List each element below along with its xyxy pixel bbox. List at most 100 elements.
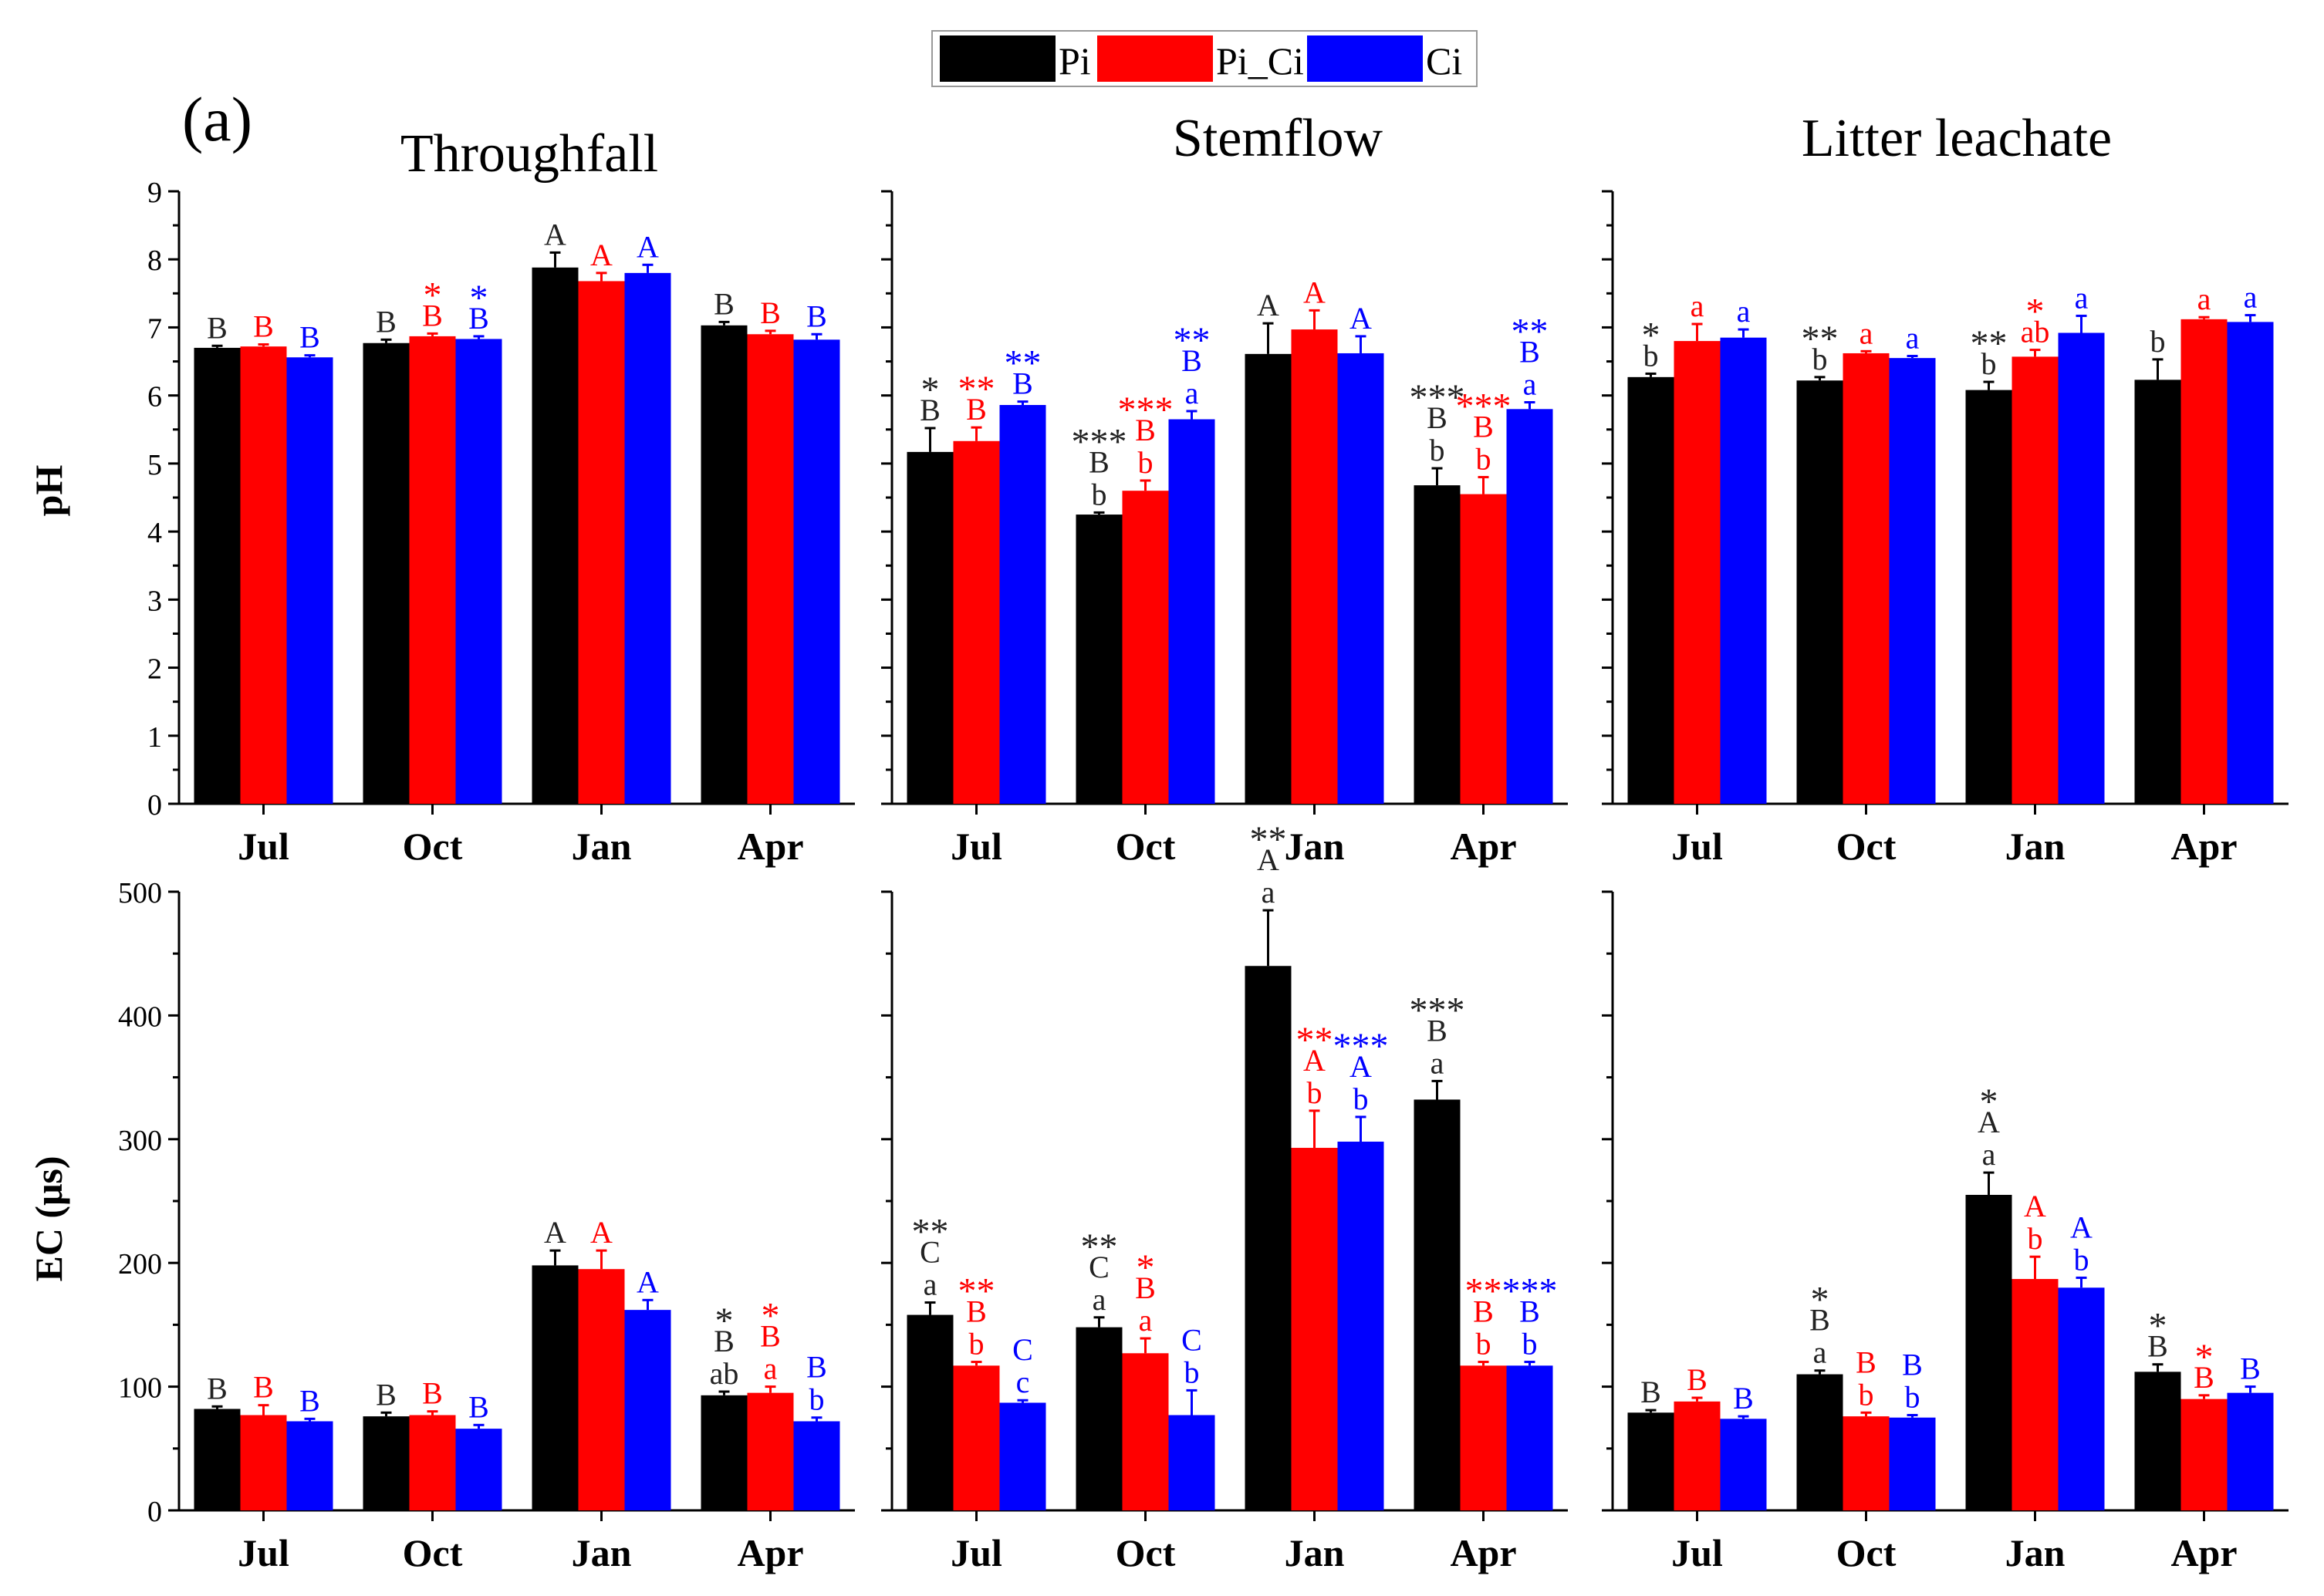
significance-stars: * (921, 369, 940, 410)
significance-letter: B (1427, 1013, 1447, 1048)
x-tick-label-apr: Apr (2170, 1531, 2237, 1574)
y-tick-label: 1 (147, 721, 162, 754)
bar-ci-oct (1889, 1417, 1936, 1510)
bar-pi-jan (1245, 353, 1292, 805)
bar-pi-jul (1627, 1412, 1674, 1510)
significance-stars: * (2195, 1337, 2214, 1378)
significance-letter: b (1859, 1377, 1874, 1412)
y-tick-label: 9 (147, 177, 162, 209)
significance-letter: a (1691, 288, 1704, 323)
significance-stars: *** (1333, 1026, 1389, 1067)
y-tick-label: 6 (147, 381, 162, 413)
significance-letter: B (1427, 400, 1447, 435)
bar-pi-jan (1245, 966, 1292, 1510)
bar-ci-oct (1168, 419, 1215, 804)
significance-stars: * (2026, 292, 2045, 332)
significance-letter: B (1733, 1381, 1754, 1415)
significance-letter: A (1349, 301, 1372, 336)
column-title-stemflow: Stemflow (1173, 109, 1383, 168)
bar-pi-ci-jan (2012, 356, 2059, 804)
bar-ci-jan (2058, 332, 2105, 805)
bar-pi-ci-jan (1291, 329, 1338, 804)
significance-letter: b (1522, 1327, 1538, 1361)
significance-letter: A (1303, 275, 1326, 309)
significance-letter: a (1523, 366, 1537, 401)
significance-letter: A (2024, 1189, 2046, 1223)
significance-letter: b (2150, 324, 2166, 359)
significance-letter: B (1519, 1294, 1540, 1329)
x-tick-label-oct: Oct (1836, 825, 1897, 868)
x-tick-label-oct: Oct (1116, 825, 1176, 868)
bar-ci-apr (793, 339, 840, 804)
x-tick-label-apr: Apr (1450, 825, 1516, 868)
significance-letter: b (809, 1382, 825, 1417)
bar-pi-jul (1627, 376, 1674, 804)
significance-letter: a (1906, 320, 1920, 355)
significance-letter: a (2075, 280, 2089, 315)
significance-stars: * (1137, 1247, 1155, 1288)
significance-letter: B (253, 1370, 274, 1405)
legend: Pi Pi_Ci Ci (931, 30, 1478, 87)
significance-letter: B (422, 1376, 443, 1411)
bar-pi-oct (1796, 380, 1843, 804)
significance-letter: A (637, 1264, 659, 1299)
significance-stars: ** (1512, 311, 1549, 352)
significance-stars: ** (1250, 819, 1287, 860)
bar-ci-jan (1337, 353, 1384, 805)
significance-letter: C (1181, 1322, 1202, 1357)
significance-letter: b (969, 1327, 985, 1361)
x-tick-label-jul: Jul (238, 1531, 289, 1574)
bar-pi-ci-oct (1843, 1416, 1890, 1510)
significance-letter: B (207, 310, 228, 345)
significance-letter: B (1181, 343, 1202, 378)
bar-pi-oct (1796, 1374, 1843, 1510)
y-tick-label: 100 (118, 1372, 162, 1405)
bar-pi-ci-oct (409, 1415, 456, 1510)
significance-letter: b (1476, 442, 1491, 477)
bar-pi-oct (1076, 515, 1123, 804)
significance-letter: A (590, 238, 613, 272)
bar-pi-ci-jul (1674, 341, 1721, 805)
ylabel-ph: pH (27, 465, 70, 517)
significance-stars: * (424, 275, 442, 315)
bar-ci-jan (624, 1310, 671, 1510)
significance-letter: B (806, 1350, 827, 1385)
bar-pi-ci-jan (1291, 1148, 1338, 1510)
x-tick-label-jan: Jan (1285, 825, 1345, 868)
significance-letter: A (1257, 288, 1279, 322)
bar-pi-ci-jan (2012, 1279, 2059, 1510)
significance-letter: b (2028, 1221, 2043, 1256)
significance-letter: B (1473, 410, 1494, 444)
significance-letter: B (1809, 1303, 1830, 1338)
significance-letter: B (1089, 444, 1110, 479)
bar-pi-ci-apr (2180, 319, 2228, 804)
significance-letter: B (1135, 413, 1156, 447)
bar-ci-apr (2227, 1392, 2274, 1510)
significance-letter: B (1640, 1375, 1661, 1409)
significance-letter: b (1430, 433, 1445, 467)
bar-pi-jul (194, 1409, 241, 1510)
x-tick-label-oct: Oct (403, 825, 463, 868)
significance-stars: * (1642, 315, 1660, 356)
legend-label-ci: Ci (1426, 39, 1462, 83)
significance-letter: A (1978, 1105, 2000, 1139)
significance-stars: *** (1118, 390, 1174, 430)
y-tick-label: 300 (118, 1125, 162, 1157)
legend-swatch-pi (940, 35, 1056, 82)
x-tick-label-jan: Jan (2005, 825, 2066, 868)
significance-letter: B (2240, 1351, 2261, 1386)
y-tick-label: 8 (147, 245, 162, 277)
significance-letter: A (1257, 842, 1279, 877)
significance-stars: * (1980, 1081, 1998, 1122)
significance-stars: ** (1802, 319, 1839, 359)
bar-pi-ci-oct (1122, 1353, 1169, 1510)
significance-letter: B (1135, 1270, 1156, 1305)
y-tick-label: 500 (118, 877, 162, 909)
x-tick-label-jul: Jul (1671, 1531, 1723, 1574)
significance-letter: a (1262, 875, 1275, 909)
significance-letter: B (468, 1389, 489, 1424)
significance-letter: B (253, 309, 274, 344)
significance-letter: B (760, 295, 781, 330)
significance-stars: * (2149, 1306, 2167, 1347)
